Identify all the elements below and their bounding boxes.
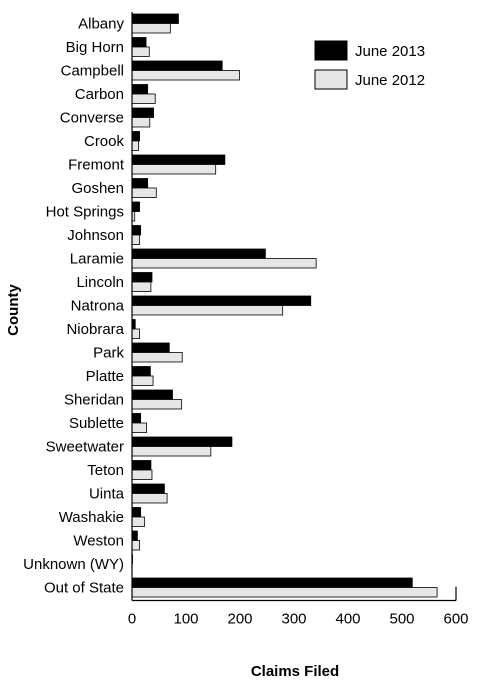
bar-june-2013-converse xyxy=(131,107,155,118)
category-label-big-horn: Big Horn xyxy=(66,39,124,56)
x-tick-label-500: 500 xyxy=(389,611,414,628)
category-label-sweetwater: Sweetwater xyxy=(46,439,124,456)
legend: June 2013 June 2012 xyxy=(314,40,425,90)
bar-june-2012-converse xyxy=(131,117,151,128)
category-label-johnson: Johnson xyxy=(67,227,124,244)
x-tick-label-200: 200 xyxy=(227,611,252,628)
bar-june-2013-natrona xyxy=(131,295,312,306)
bar-june-2012-laramie xyxy=(131,258,317,269)
bar-june-2012-park xyxy=(131,352,183,363)
bar-june-2012-carbon xyxy=(131,93,156,104)
category-label-sublette: Sublette xyxy=(69,415,124,432)
bar-june-2013-sublette xyxy=(131,413,142,424)
bar-june-2012-campbell xyxy=(131,70,240,81)
category-label-unknown-wy: Unknown (WY) xyxy=(23,556,124,573)
x-tick-labels: 0 100 200 300 400 500 600 xyxy=(128,611,469,628)
bar-june-2013-sweetwater xyxy=(131,436,233,447)
bar-june-2012-lincoln xyxy=(131,281,152,292)
bar-june-2012-albany xyxy=(131,23,171,34)
legend-swatch-june-2012 xyxy=(314,69,348,90)
category-label-albany: Albany xyxy=(78,16,124,33)
x-tick-label-600: 600 xyxy=(443,611,468,628)
bar-june-2012-uinta xyxy=(131,493,168,504)
x-tick-label-400: 400 xyxy=(335,611,360,628)
bar-june-2012-natrona xyxy=(131,305,284,316)
legend-label-june-2013: June 2013 xyxy=(355,43,425,60)
bar-june-2013-sheridan xyxy=(131,389,173,400)
category-label-converse: Converse xyxy=(60,110,124,127)
bar-june-2012-johnson xyxy=(131,234,140,245)
bar-june-2012-out-of-state xyxy=(131,587,438,598)
bar-june-2013-hot-springs xyxy=(131,201,140,212)
category-label-hot-springs: Hot Springs xyxy=(46,204,124,221)
bar-june-2013-big-horn xyxy=(131,37,147,48)
category-label-natrona: Natrona xyxy=(71,298,125,315)
bar-june-2013-out-of-state xyxy=(131,577,413,588)
bar-june-2013-crook xyxy=(131,131,140,142)
bar-june-2012-goshen xyxy=(131,187,157,198)
category-label-sheridan: Sheridan xyxy=(64,392,124,409)
bar-june-2013-johnson xyxy=(131,225,142,236)
category-label-campbell: Campbell xyxy=(61,63,124,80)
bar-june-2012-teton xyxy=(131,469,153,480)
bar-june-2012-sweetwater xyxy=(131,446,212,457)
bar-june-2012-fremont xyxy=(131,164,217,175)
bar-june-2013-campbell xyxy=(131,60,223,71)
x-tick-label-300: 300 xyxy=(281,611,306,628)
category-label-laramie: Laramie xyxy=(70,251,124,268)
bars-group xyxy=(131,13,438,598)
bar-june-2013-washakie xyxy=(131,507,142,518)
category-label-fremont: Fremont xyxy=(68,157,125,174)
category-label-crook: Crook xyxy=(84,133,125,150)
x-tick-label-100: 100 xyxy=(173,611,198,628)
bar-june-2013-uinta xyxy=(131,483,165,494)
category-label-out-of-state: Out of State xyxy=(44,580,124,597)
bar-june-2013-laramie xyxy=(131,248,266,259)
category-label-platte: Platte xyxy=(86,368,124,385)
bar-june-2012-big-horn xyxy=(131,46,150,57)
bar-june-2012-weston xyxy=(131,540,140,551)
bar-june-2013-albany xyxy=(131,13,179,24)
bar-june-2013-goshen xyxy=(131,178,149,189)
category-label-park: Park xyxy=(93,345,124,362)
bar-june-2012-crook xyxy=(131,140,139,151)
x-tick-label-0: 0 xyxy=(128,611,136,628)
category-labels: Albany Big Horn Campbell Carbon Converse Croo… xyxy=(23,16,125,597)
category-label-uinta: Uinta xyxy=(89,486,125,503)
category-label-carbon: Carbon xyxy=(75,86,124,103)
axes xyxy=(131,12,457,602)
bar-june-2013-park xyxy=(131,342,170,353)
bar-june-2012-platte xyxy=(131,375,154,386)
bar-june-2013-lincoln xyxy=(131,272,153,283)
category-label-goshen: Goshen xyxy=(71,180,124,197)
category-label-weston: Weston xyxy=(73,533,124,550)
bar-june-2013-weston xyxy=(131,530,138,541)
category-label-washakie: Washakie xyxy=(59,509,124,526)
legend-label-june-2012: June 2012 xyxy=(355,72,425,89)
bar-june-2013-teton xyxy=(131,460,152,471)
y-axis-title: County xyxy=(5,284,22,336)
bar-june-2013-carbon xyxy=(131,84,149,95)
bar-june-2012-washakie xyxy=(131,516,145,527)
category-label-teton: Teton xyxy=(87,462,124,479)
legend-swatch-june-2013 xyxy=(314,40,348,61)
bar-june-2012-niobrara xyxy=(131,328,140,339)
category-label-lincoln: Lincoln xyxy=(76,274,124,291)
bar-june-2013-fremont xyxy=(131,154,226,165)
x-axis-title: Claims Filed xyxy=(251,663,339,680)
category-label-niobrara: Niobrara xyxy=(66,321,124,338)
bar-june-2012-sublette xyxy=(131,422,147,433)
bar-june-2012-sheridan xyxy=(131,399,183,410)
bar-june-2013-platte xyxy=(131,366,151,377)
